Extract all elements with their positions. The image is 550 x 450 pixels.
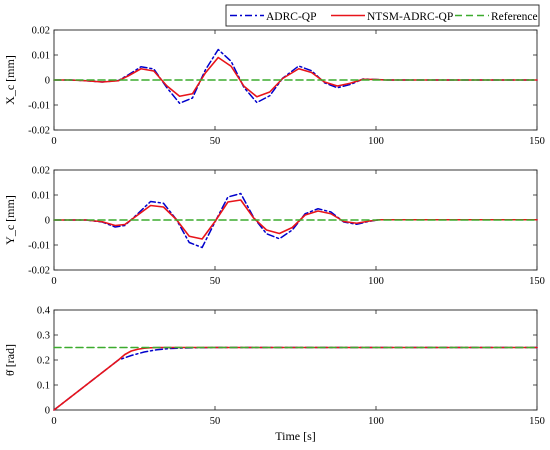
- legend-box: [225, 4, 540, 27]
- y-tick-label: 0.2: [37, 356, 50, 367]
- y-tick-label: 0.01: [32, 191, 50, 202]
- y-tick-label: 0: [45, 76, 50, 87]
- x-tick-label: 150: [529, 136, 545, 147]
- series-line-adrc: [53, 192, 538, 249]
- series-line-ntsm: [53, 56, 538, 98]
- y-tick-label: 0.4: [37, 306, 51, 317]
- x-tick-label: 0: [51, 276, 56, 287]
- x-tick-label: 50: [210, 416, 221, 427]
- x-tick-label: 50: [210, 276, 221, 287]
- series-line-ntsm: [53, 199, 538, 240]
- y-tick-label: -0.02: [28, 266, 50, 277]
- y-axis-label: X_c [mm]: [3, 55, 17, 105]
- legend: ADRC-QP NTSM-ADRC-QP Reference: [225, 4, 540, 27]
- y-axis-label: Y_c [mm]: [3, 195, 17, 245]
- legend-label-reference: Reference: [491, 11, 538, 23]
- series-line-adrc: [53, 346, 538, 411]
- x-tick-label: 0: [51, 416, 56, 427]
- y-axis-label: θ̇ [rad]: [3, 344, 17, 376]
- x-tick-label: 150: [529, 416, 545, 427]
- plot-frame: [53, 309, 538, 411]
- y-tick-label: 0: [45, 216, 50, 227]
- y-tick-label: -0.01: [28, 241, 50, 252]
- y-tick-label: 0.02: [32, 166, 50, 177]
- y-tick-label: 0.3: [37, 331, 50, 342]
- x-tick-label: 150: [529, 276, 545, 287]
- y-tick-label: -0.02: [28, 126, 50, 137]
- panel-x-position: 0 50 100 150 0.02 0.01 0 -0.01 -0.02 X_c [mm]: [3, 26, 545, 148]
- x-tick-label: 50: [210, 136, 221, 147]
- y-tick-label: 0: [45, 406, 50, 417]
- panel-y-position: 0 50 100 150 0.02 0.01 0 -0.01 -0.02 Y_c [mm]: [3, 166, 545, 288]
- x-tick-label: 100: [368, 136, 384, 147]
- x-axis-label: Time [s]: [275, 429, 316, 443]
- x-tick-label: 100: [368, 416, 384, 427]
- x-tick-label: 100: [368, 276, 384, 287]
- y-tick-label: -0.01: [28, 101, 50, 112]
- x-tick-label: 0: [51, 136, 56, 147]
- y-tick-label: 0.01: [32, 51, 50, 62]
- series-line-ntsm: [53, 346, 538, 411]
- y-tick-label: 0.1: [37, 381, 50, 392]
- y-tick-label: 0.02: [32, 26, 50, 37]
- legend-label-adrc: ADRC-QP: [266, 11, 316, 23]
- panel-angular-velocity: 0 50 100 150 0.4 0.3 0.2 0.1 0 θ̇ [rad] Time [s]: [3, 306, 545, 444]
- legend-label-ntsm: NTSM-ADRC-QP: [367, 11, 453, 23]
